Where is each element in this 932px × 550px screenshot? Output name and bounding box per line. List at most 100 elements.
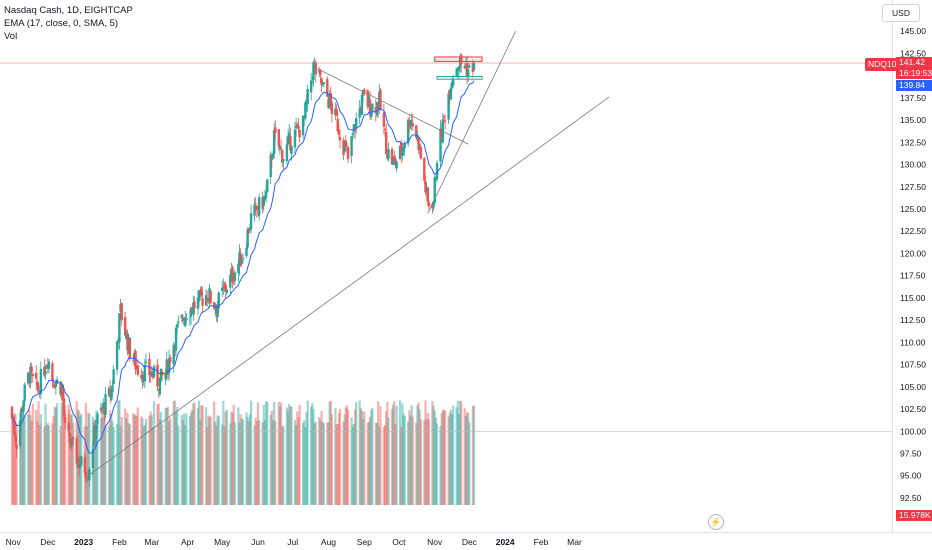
lightning-icon[interactable]: ⚡: [708, 514, 724, 530]
candle-body: [132, 360, 135, 361]
volume-bar: [241, 419, 245, 505]
volume-bar: [269, 414, 272, 505]
volume-bar: [231, 412, 234, 505]
volume-bar: [84, 402, 88, 505]
time-tick-label: Oct: [392, 537, 406, 547]
candle-body: [423, 157, 426, 181]
candle-body: [68, 433, 71, 443]
candle-body: [382, 112, 386, 127]
volume-bar: [327, 421, 330, 505]
candle-body: [403, 142, 406, 149]
volume-bar: [382, 426, 386, 505]
candle-body: [77, 457, 81, 469]
volume-bar: [417, 402, 420, 505]
volume-bar: [43, 426, 46, 505]
volume-bar: [383, 425, 387, 505]
volume-bar: [265, 401, 268, 505]
volume-bar: [15, 423, 18, 505]
candle-body: [460, 54, 463, 65]
volume-bar: [281, 426, 284, 505]
volume-bar: [407, 421, 410, 505]
volume-bar: [152, 401, 156, 505]
volume-bar: [96, 423, 99, 505]
volume-bar: [342, 421, 345, 505]
currency-button[interactable]: USD: [882, 4, 920, 22]
time-axis[interactable]: Nov Dec 2023 Feb Mar Apr May Jun Jul Aug Sep Oct Nov…: [6, 537, 582, 547]
candle-body: [335, 108, 338, 116]
volume-bar: [188, 416, 191, 505]
candle-body: [72, 437, 75, 439]
candle-body: [95, 425, 98, 439]
volume-bar: [387, 417, 390, 505]
price-tick-label: 125.00: [900, 204, 926, 214]
volume-bar: [289, 406, 292, 505]
volume-bar: [54, 407, 57, 505]
candle-body: [134, 351, 137, 370]
volume-bar: [426, 412, 429, 505]
candle-body: [249, 213, 253, 230]
price-tick-label: 102.50: [900, 404, 926, 414]
volume-bar: [44, 403, 47, 505]
price-axis[interactable]: 145.00 142.50 137.50 135.00 132.50 130.00 127.…: [900, 26, 926, 503]
volume-bar: [368, 417, 372, 505]
volume-bar: [450, 414, 454, 505]
trendline-2: [87, 96, 610, 477]
volume-bar: [60, 402, 63, 505]
candle-body: [330, 102, 334, 115]
volume-bar: [245, 412, 248, 505]
volume-bar: [345, 405, 349, 505]
volume-bar: [184, 425, 187, 505]
volume-bar: [134, 415, 137, 505]
volume-bar: [393, 401, 396, 505]
volume-bar: [102, 416, 105, 505]
candle-body: [297, 125, 300, 130]
candle-body: [379, 89, 382, 110]
candle-body: [338, 137, 342, 141]
volume-bar: [206, 426, 209, 505]
price-tick-label: 95.00: [900, 471, 922, 481]
candle-body: [225, 289, 229, 293]
volume-bar: [192, 403, 195, 505]
candle-body: [150, 371, 153, 377]
price-tick-label: 122.50: [900, 226, 926, 236]
price-tick-label: 127.50: [900, 182, 926, 192]
candle-body: [53, 386, 56, 389]
volume-bar: [21, 406, 24, 505]
volume-bar: [278, 406, 282, 505]
volume-bar: [27, 414, 30, 505]
ema-series-line: [11, 80, 475, 454]
candle-body: [201, 298, 204, 306]
time-tick-label: Mar: [144, 537, 159, 547]
candle-body: [112, 369, 115, 385]
volume-bar: [229, 423, 232, 505]
volume-bar: [314, 421, 317, 505]
volume-bar: [142, 426, 145, 505]
time-tick-label: May: [214, 537, 231, 547]
volume-bar: [119, 426, 122, 505]
volume-bar: [207, 415, 210, 505]
price-zones[interactable]: [434, 56, 483, 80]
legend-symbol[interactable]: Nasdaq Cash, 1D, EIGHTCAP: [4, 5, 133, 16]
candle-body: [351, 133, 354, 135]
volume-bar: [31, 403, 34, 505]
price-tick-label: 142.50: [900, 48, 926, 58]
candle-body: [264, 191, 268, 199]
volume-bar: [377, 401, 380, 505]
time-tick-label: 2024: [496, 537, 515, 547]
time-tick-label: Aug: [321, 537, 336, 547]
legend-volume[interactable]: Vol: [4, 31, 18, 42]
candle-body: [15, 444, 18, 449]
candle-body: [75, 438, 78, 464]
volume-bar: [215, 425, 218, 505]
volume-bar: [35, 409, 38, 505]
candle-body: [222, 286, 225, 290]
chart-legend: Nasdaq Cash, 1D, EIGHTCAP EMA (17, close…: [4, 4, 133, 43]
price-tick-label: 105.00: [900, 382, 926, 392]
candle-body: [247, 228, 250, 234]
candle-body: [387, 149, 390, 160]
volume-bar: [416, 405, 419, 505]
candle-body: [278, 145, 282, 150]
legend-ema[interactable]: EMA (17, close, 0, SMA, 5): [4, 18, 119, 29]
